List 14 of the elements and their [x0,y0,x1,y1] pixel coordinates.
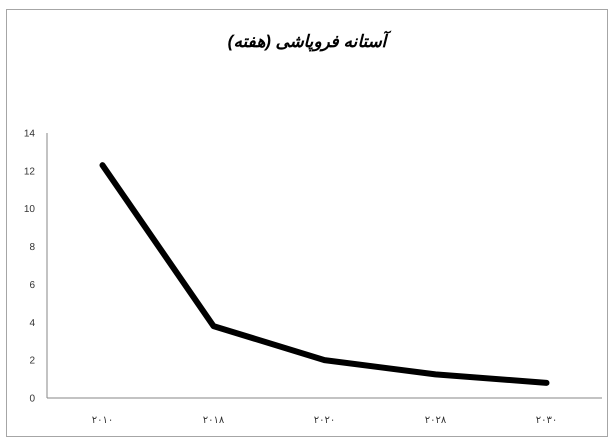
y-tick-label: 2 [29,356,36,367]
x-tick-label: ۲۰۱۰ [92,415,114,426]
y-tick-label: 6 [29,280,36,291]
x-tick-label: ۲۰۱۸ [202,415,225,426]
y-tick-label: 8 [29,242,36,254]
y-tick-label: 12 [24,166,36,178]
y-tick-label: 4 [29,318,36,329]
x-tick-label: ۲۰۲۰ [314,415,336,426]
y-tick-label: 0 [29,394,36,404]
x-tick-label: ۲۰۲۸ [424,415,447,426]
x-tick-label: ۲۰۳۰ [536,415,558,426]
y-tick-label: 10 [24,204,36,216]
chart-title: آستانه فروپاشی (هفته) [228,30,392,52]
y-tick-label: 14 [24,128,36,140]
